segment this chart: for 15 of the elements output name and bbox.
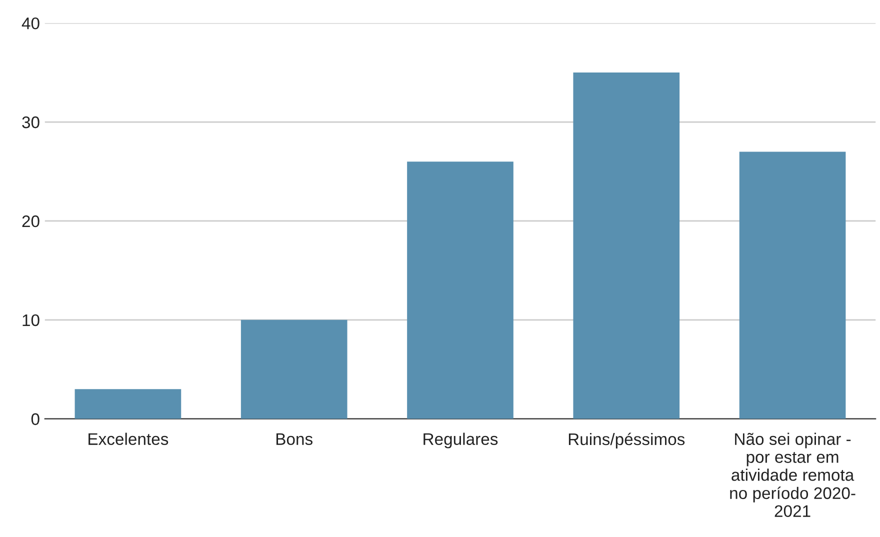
x-tick-label: Regulares [424,432,498,448]
y-tick-label: 40 [22,17,40,30]
x-tick-label: Não sei opinar - por estar em atividade remota no período 2020- 2021 [730,432,856,518]
x-tick-label: Excelentes [88,432,168,445]
bar [240,320,348,419]
bar [739,152,846,419]
bar [74,389,182,419]
bar [573,72,680,419]
bar [407,162,514,419]
x-tick-label: Bons [276,433,312,445]
y-tick-label: 30 [22,116,40,128]
y-tick-label: 20 [22,215,40,228]
y-tick-label: 0 [31,413,40,426]
x-tick-label: Ruins/péssimos [568,432,685,448]
y-tick-label: 10 [22,314,40,326]
